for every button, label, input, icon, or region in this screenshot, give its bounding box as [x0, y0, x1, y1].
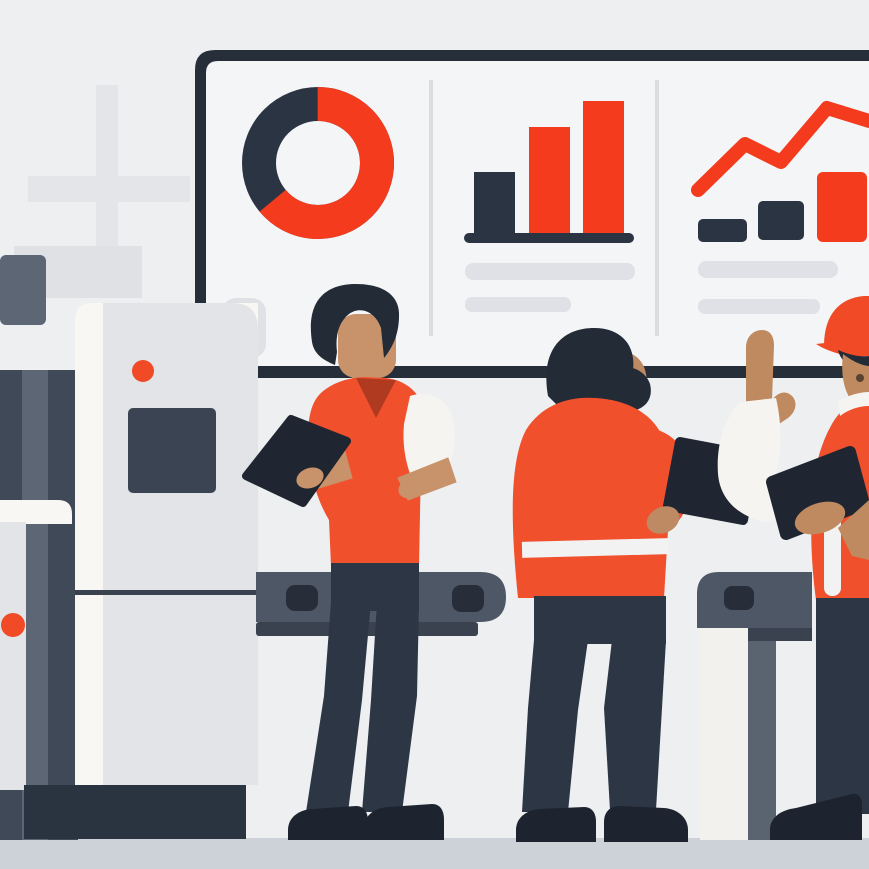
bar-chart-axis [464, 233, 634, 243]
small-machine-cap [0, 500, 72, 524]
bar-2 [529, 127, 570, 235]
panel-divider-left [429, 80, 433, 336]
hard-hat-brim [816, 338, 869, 357]
stand-lip [748, 628, 812, 641]
worker3-shoe [770, 793, 862, 840]
stand-column-front [700, 628, 748, 840]
worker3-beard-mark [856, 374, 864, 382]
donut-chart [242, 87, 394, 239]
worker2-beard [600, 366, 651, 412]
panel-divider-right [655, 80, 659, 336]
machine-base [24, 785, 246, 839]
worker1-vest-collar [356, 378, 396, 418]
trend-line [691, 101, 869, 197]
worker-hardhat-pointing [717, 296, 869, 840]
indicator-light-main [132, 360, 154, 382]
machine-seam [75, 590, 258, 595]
conveyor-link [452, 585, 484, 612]
bar-chart [464, 101, 635, 312]
worker1-hair [310, 284, 400, 365]
caption-line [465, 297, 571, 312]
worker2-shoe-left [516, 807, 596, 842]
line-chart [691, 101, 869, 314]
bg-cross-vertical [96, 85, 118, 253]
floor [0, 838, 869, 869]
worker2-leg-right [604, 640, 666, 810]
donut-ring-value [242, 87, 394, 239]
caption-line [698, 261, 838, 278]
worker3-forearm [838, 500, 869, 560]
worker2-leg-left [522, 640, 588, 812]
caption-line [465, 263, 635, 280]
stand-column-side [748, 641, 776, 840]
worker3-holding-hand [794, 501, 846, 535]
control-stand [697, 572, 812, 840]
bar-3 [583, 101, 624, 235]
factory-machines [0, 255, 266, 840]
worker1-shoe-right [364, 804, 444, 840]
worker1-hand-right [398, 477, 426, 499]
worker1-leg-right [362, 602, 419, 812]
worker-jacket-tablet [512, 328, 759, 842]
mini-bar-1 [698, 219, 747, 242]
stand-slot [724, 586, 754, 610]
mini-bar-2 [758, 201, 804, 240]
worker3-tablet [766, 446, 869, 540]
conveyor-link [286, 585, 318, 611]
worker1-tablet [242, 415, 351, 507]
worker1-leg-left [306, 602, 371, 812]
bg-cross-horizontal [28, 176, 190, 202]
side-cabinet-band [22, 370, 48, 840]
worker3-legs [816, 598, 869, 814]
worker2-hips [534, 596, 666, 644]
small-machine-front [0, 522, 26, 790]
caption-line [698, 299, 820, 314]
worker3-collar [838, 392, 869, 416]
bar-1 [474, 172, 515, 235]
worker1-hand-left [296, 467, 324, 489]
machine-vent [0, 255, 46, 325]
machine-window [128, 408, 216, 493]
mini-bar-3 [817, 172, 867, 242]
worker2-reflective-stripe [521, 538, 669, 558]
hard-hat [824, 296, 869, 346]
stand-top [697, 572, 812, 628]
dashboard-screen [195, 50, 869, 378]
worker1-vest [308, 377, 424, 566]
worker2-hand [646, 506, 680, 534]
worker1-shoe-left [288, 806, 368, 840]
indicator-light-small [1, 613, 25, 637]
main-machine-face [103, 303, 258, 785]
worker2-shoe-right [604, 806, 688, 842]
worker-vest-tablet [242, 284, 457, 840]
